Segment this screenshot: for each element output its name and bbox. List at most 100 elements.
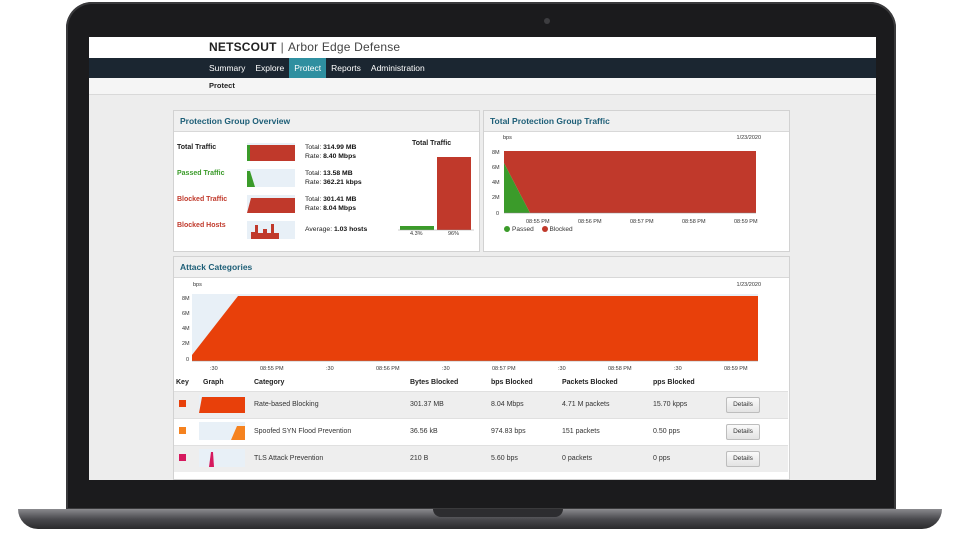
top-bar: NETSCOUT | Arbor Edge Defense xyxy=(89,37,876,58)
breadcrumb-bar: Protect xyxy=(89,78,876,95)
pps-cell: 0.50 pps xyxy=(653,428,680,435)
x-tick: :30 xyxy=(210,366,218,372)
total-traffic-title: Total Traffic xyxy=(412,140,452,147)
bps-cell: 8.04 Mbps xyxy=(491,401,524,408)
overview-row-label: Blocked Hosts xyxy=(177,222,226,229)
stat-value: 13.58 MB xyxy=(323,170,353,177)
stat-value: 314.99 MB xyxy=(323,144,357,151)
passed-traffic-sparkline xyxy=(247,169,295,187)
stat-prefix: Rate: xyxy=(305,179,322,186)
x-tick: 08:58 PM xyxy=(682,219,706,225)
packets-cell: 0 packets xyxy=(562,455,592,462)
pps-cell: 15.70 kpps xyxy=(653,401,688,408)
stat-prefix: Rate: xyxy=(305,205,322,212)
total-traffic-bars xyxy=(398,157,474,231)
overview-title: Protection Group Overview xyxy=(174,111,479,132)
stat-value: 1.03 hosts xyxy=(333,226,368,233)
details-button[interactable]: Details xyxy=(726,397,760,413)
stat-prefix: Average: xyxy=(305,226,333,233)
stat-prefix: Total: xyxy=(305,196,322,203)
nav-summary[interactable]: Summary xyxy=(209,63,246,73)
legend-label: Blocked xyxy=(549,226,573,233)
x-tick: 08:55 PM xyxy=(526,219,550,225)
overview-row-label: Total Traffic xyxy=(177,144,217,151)
y-tick: 2M xyxy=(492,195,500,201)
stat-prefix: Rate: xyxy=(305,153,322,160)
attack-title: Attack Categories xyxy=(174,257,789,278)
attack-date: 1/23/2020 xyxy=(736,282,761,288)
x-tick: 08:56 PM xyxy=(578,219,602,225)
x-tick: 08:57 PM xyxy=(492,366,516,372)
row-sparkline xyxy=(199,422,245,440)
x-tick: 08:57 PM xyxy=(630,219,654,225)
stat-value: 8.04 Mbps xyxy=(323,205,357,212)
col-bytes-blocked: Bytes Blocked xyxy=(410,379,459,386)
category-cell: Spoofed SYN Flood Prevention xyxy=(254,428,352,435)
row-sparkline xyxy=(199,449,245,467)
brand-separator: | xyxy=(280,40,284,54)
brand-logo: NETSCOUT | Arbor Edge Defense xyxy=(209,40,400,54)
x-tick: 08:58 PM xyxy=(608,366,632,372)
x-tick: :30 xyxy=(558,366,566,372)
passed-area xyxy=(504,163,530,213)
y-tick: 4M xyxy=(182,326,190,332)
passed-bar xyxy=(400,226,434,230)
traffic-panel: Total Protection Group Traffic bps 1/23/… xyxy=(483,110,790,252)
laptop-notch xyxy=(433,509,563,517)
bytes-cell: 210 B xyxy=(410,455,429,462)
bytes-cell: 301.37 MB xyxy=(410,401,444,408)
y-tick: 0 xyxy=(496,211,499,217)
details-button[interactable]: Details xyxy=(726,451,760,467)
laptop-base xyxy=(18,509,942,529)
stat-prefix: Total: xyxy=(305,144,322,151)
x-tick: 08:59 PM xyxy=(734,219,758,225)
nav-reports[interactable]: Reports xyxy=(331,63,361,73)
overview-row-passed: Passed Traffic Total: 13.58 MB Rate: 362… xyxy=(177,167,401,191)
col-key: Key xyxy=(176,379,189,386)
overview-row-label: Blocked Traffic xyxy=(177,196,228,203)
col-graph: Graph xyxy=(203,379,224,386)
bps-cell: 5.60 bps xyxy=(491,455,518,462)
blocked-legend-dot xyxy=(541,226,548,233)
stat-value: 8.40 Mbps xyxy=(323,153,357,160)
table-row: Rate-based Blocking 301.37 MB 8.04 Mbps … xyxy=(174,391,788,418)
blocked-bar xyxy=(437,157,471,230)
key-swatch xyxy=(179,454,186,461)
traffic-legend: Passed Blocked xyxy=(504,226,573,233)
main-nav: Summary Explore Protect Reports Administ… xyxy=(89,58,876,78)
packets-cell: 4.71 M packets xyxy=(562,401,610,408)
blocked-area xyxy=(504,151,756,213)
y-tick: 0 xyxy=(186,357,189,363)
col-pps-blocked: pps Blocked xyxy=(653,379,695,386)
stat-value: 362.21 kbps xyxy=(323,179,362,186)
col-packets-blocked: Packets Blocked xyxy=(562,379,618,386)
x-tick: :30 xyxy=(326,366,334,372)
y-tick: 6M xyxy=(492,165,500,171)
details-button[interactable]: Details xyxy=(726,424,760,440)
overview-row-label: Passed Traffic xyxy=(177,170,225,177)
nav-administration[interactable]: Administration xyxy=(370,63,425,73)
pps-cell: 0 pps xyxy=(653,455,671,462)
col-category: Category xyxy=(254,379,285,386)
attack-chart: 8M 6M 4M 2M 0 :30 08:55 PM :30 08:56 PM … xyxy=(182,294,758,372)
x-tick: 08:55 PM xyxy=(260,366,284,372)
breadcrumb: Protect xyxy=(209,81,235,90)
bytes-cell: 36.56 kB xyxy=(410,428,438,435)
blocked-hosts-sparkline xyxy=(247,221,295,239)
table-row: Spoofed SYN Flood Prevention 36.56 kB 97… xyxy=(174,418,788,445)
overview-row-hosts: Blocked Hosts Average: 1.03 hosts xyxy=(177,219,401,243)
overview-row-blocked: Blocked Traffic Total: 301.41 MB Rate: 8… xyxy=(177,193,401,217)
total-traffic-sparkline xyxy=(247,143,295,161)
nav-protect[interactable]: Protect xyxy=(289,58,327,78)
key-swatch xyxy=(179,400,186,407)
app-screen: NETSCOUT | Arbor Edge Defense Summary Expl… xyxy=(89,37,876,480)
y-tick: 4M xyxy=(492,180,500,186)
rate-based-area xyxy=(192,296,758,361)
brand-name: NETSCOUT xyxy=(209,40,277,54)
category-cell: Rate-based Blocking xyxy=(254,401,319,408)
col-bps-blocked: bps Blocked xyxy=(491,379,533,386)
nav-explore[interactable]: Explore xyxy=(255,63,285,73)
product-name: Arbor Edge Defense xyxy=(287,40,401,54)
x-tick: :30 xyxy=(442,366,450,372)
packets-cell: 151 packets xyxy=(562,428,600,435)
